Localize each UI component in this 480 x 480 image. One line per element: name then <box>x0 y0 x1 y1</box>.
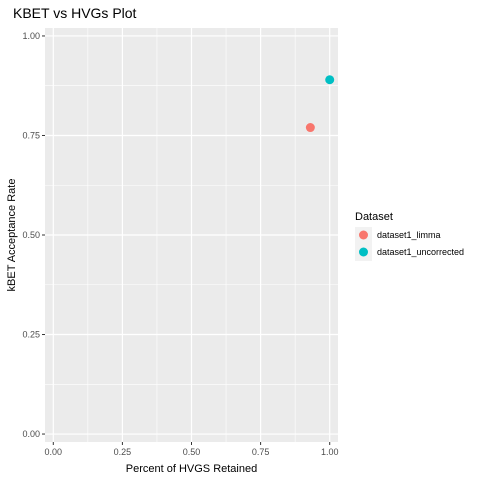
legend-key-dataset1_uncorrected <box>359 248 368 257</box>
y-tick-label: 1.00 <box>22 31 40 41</box>
data-point-dataset1_uncorrected <box>325 75 334 84</box>
legend-label-dataset1_limma: dataset1_limma <box>377 230 441 240</box>
y-tick-label: 0.25 <box>22 330 40 340</box>
x-tick-label: 0.25 <box>114 447 132 457</box>
chart-title: KBET vs HVGs Plot <box>13 5 137 21</box>
y-tick-label: 0.50 <box>22 230 40 240</box>
y-tick-label: 0.00 <box>22 429 40 439</box>
x-tick-label: 0.50 <box>183 447 201 457</box>
legend-title: Dataset <box>355 211 393 223</box>
legend-key-dataset1_limma <box>359 231 368 240</box>
x-tick-label: 0.00 <box>45 447 63 457</box>
y-axis-title: kBET Acceptance Rate <box>6 179 18 292</box>
x-axis-title: Percent of HVGS Retained <box>126 463 257 475</box>
data-point-dataset1_limma <box>306 123 315 132</box>
x-tick-label: 1.00 <box>321 447 339 457</box>
x-tick-label: 0.75 <box>252 447 270 457</box>
y-tick-label: 0.75 <box>22 130 40 140</box>
legend-label-dataset1_uncorrected: dataset1_uncorrected <box>377 247 464 257</box>
